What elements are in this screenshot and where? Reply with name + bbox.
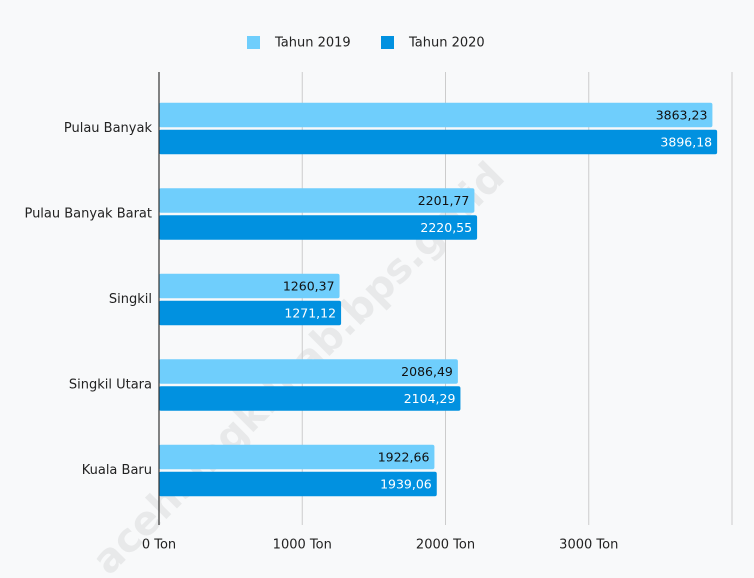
value-label: 3863,23 xyxy=(656,108,708,123)
x-tick-label: 0 Ton xyxy=(142,538,176,553)
y-tick-label: Singkil xyxy=(109,292,152,307)
y-tick-label: Singkil Utara xyxy=(69,377,152,392)
value-label: 2220,55 xyxy=(420,220,472,235)
legend-swatch xyxy=(381,36,394,49)
x-tick-label: 1000 Ton xyxy=(273,538,332,553)
bar xyxy=(159,215,478,240)
value-label: 1922,66 xyxy=(378,450,430,465)
value-label: 1260,37 xyxy=(283,279,335,294)
bar xyxy=(159,188,475,213)
value-label: 2104,29 xyxy=(404,391,456,406)
bar xyxy=(159,129,718,155)
bar xyxy=(159,300,342,326)
bar xyxy=(159,273,340,299)
value-label: 3896,18 xyxy=(660,135,712,150)
x-tick-label: 2000 Ton xyxy=(416,538,475,553)
bar xyxy=(159,471,437,497)
y-tick-label: Pulau Banyak xyxy=(64,121,153,136)
bar xyxy=(159,386,461,411)
x-tick-label: 3000 Ton xyxy=(559,538,618,553)
value-label: 1939,06 xyxy=(380,477,432,492)
y-tick-label: Kuala Baru xyxy=(82,463,152,478)
bar xyxy=(159,444,435,470)
value-label: 2086,49 xyxy=(401,364,453,379)
bar xyxy=(159,102,713,128)
value-label: 2201,77 xyxy=(418,193,470,208)
legend-label: Tahun 2020 xyxy=(408,36,485,51)
value-label: 1271,12 xyxy=(284,306,336,321)
y-tick-label: Pulau Banyak Barat xyxy=(24,206,152,221)
bar xyxy=(159,359,458,384)
legend-swatch xyxy=(247,36,260,49)
legend-label: Tahun 2019 xyxy=(274,36,351,51)
